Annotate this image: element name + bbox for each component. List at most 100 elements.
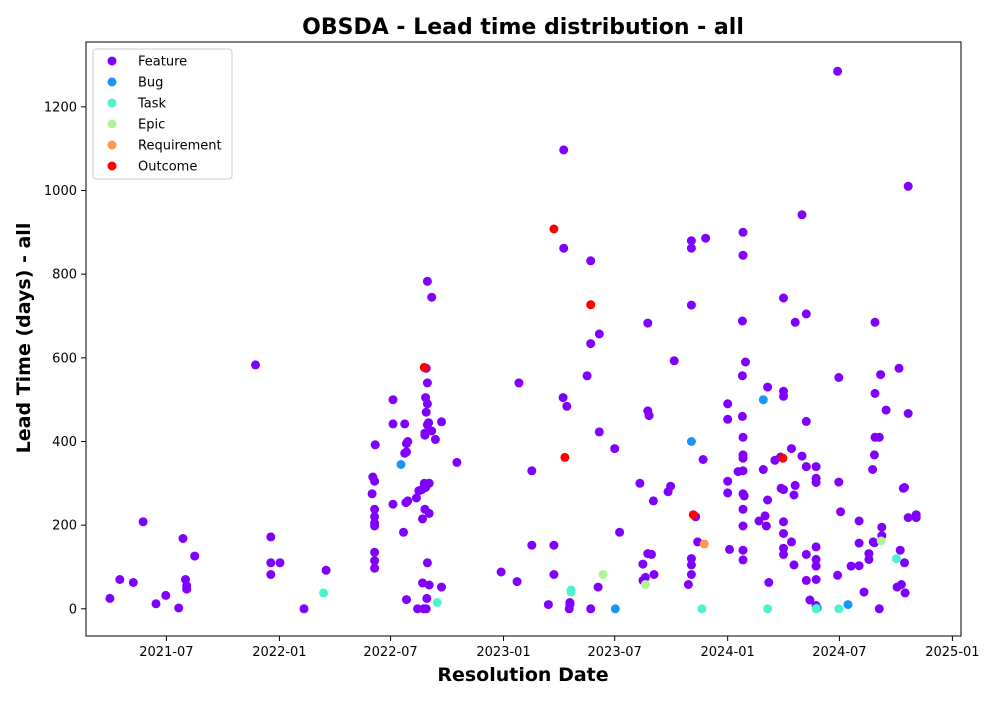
point-feature-122	[698, 455, 708, 464]
point-feature-188	[836, 507, 846, 517]
point-feature-67	[437, 582, 446, 592]
legend-label-task: Task	[137, 97, 167, 112]
point-bug-5	[843, 600, 853, 610]
x-axis: 2021-07 2022-01 2022-07 2023-01 2023-07 2024-…	[139, 636, 980, 660]
point-feature-147	[763, 382, 773, 392]
point-feature-11	[190, 551, 200, 561]
point-feature-190	[846, 561, 856, 571]
point-feature-16	[275, 558, 285, 568]
point-feature-143	[738, 545, 748, 555]
point-feature-10	[182, 584, 192, 594]
point-feature-151	[764, 578, 774, 587]
point-feature-218	[903, 181, 913, 191]
point-feature-37	[402, 447, 411, 457]
point-feature-144	[738, 555, 748, 565]
point-feature-171	[801, 309, 811, 319]
point-feature-112	[683, 580, 693, 589]
x-tick-label: 2023-01	[476, 645, 530, 660]
point-feature-123	[723, 399, 733, 409]
point-feature-192	[854, 538, 864, 548]
point-feature-110	[666, 481, 676, 491]
point-feature-75	[512, 577, 522, 587]
point-feature-134	[737, 411, 747, 421]
point-feature-12	[251, 360, 260, 370]
point-feature-168	[789, 560, 799, 570]
x-tick-label: 2021-07	[139, 645, 193, 660]
point-feature-181	[811, 554, 821, 564]
point-feature-179	[811, 478, 821, 487]
legend-marker-task	[107, 98, 117, 108]
legend-label-requirement: Requirement	[138, 139, 222, 154]
point-outcome-0	[419, 362, 429, 372]
point-feature-59	[420, 430, 430, 440]
point-feature-63	[430, 434, 440, 444]
point-feature-142	[738, 521, 748, 531]
point-feature-162	[779, 549, 788, 559]
y-tick-label: 200	[52, 519, 77, 534]
point-feature-115	[686, 300, 696, 310]
point-feature-32	[388, 499, 398, 509]
point-feature-84	[558, 393, 568, 403]
legend-label-feature: Feature	[138, 55, 187, 70]
point-feature-116	[686, 554, 696, 564]
point-feature-189	[833, 570, 843, 580]
plot-frame	[85, 41, 962, 637]
point-feature-47	[424, 478, 434, 488]
legend-marker-bug	[107, 77, 117, 87]
point-feature-29	[370, 563, 380, 573]
point-feature-52	[422, 378, 432, 388]
point-task-7	[834, 604, 844, 614]
point-feature-159	[779, 517, 788, 527]
point-outcome-3	[586, 300, 596, 310]
point-feature-81	[549, 570, 559, 579]
point-feature-163	[787, 444, 796, 454]
point-feature-89	[582, 371, 592, 381]
point-feature-66	[424, 580, 434, 590]
point-feature-54	[421, 407, 431, 417]
point-feature-132	[737, 371, 747, 381]
x-tick-label: 2022-01	[252, 645, 306, 660]
point-feature-106	[647, 549, 656, 559]
point-feature-48	[418, 514, 427, 524]
point-feature-129	[738, 227, 748, 237]
point-feature-98	[635, 478, 645, 488]
point-feature-133	[741, 357, 750, 367]
point-feature-161	[779, 543, 788, 553]
legend-label-outcome: Outcome	[138, 160, 197, 175]
point-feature-185	[833, 66, 843, 76]
point-feature-219	[903, 409, 913, 418]
point-feature-186	[834, 373, 844, 382]
point-feature-40	[399, 527, 408, 537]
point-feature-77	[527, 466, 537, 476]
point-feature-126	[723, 488, 733, 498]
x-tick-label: 2025-01	[925, 645, 979, 660]
point-feature-165	[790, 317, 800, 327]
point-feature-149	[760, 511, 770, 521]
point-feature-17	[299, 604, 309, 614]
point-feature-160	[779, 529, 788, 538]
point-feature-121	[701, 233, 711, 243]
point-outcome-4	[688, 510, 698, 520]
point-feature-166	[790, 480, 800, 490]
point-feature-72	[421, 604, 431, 614]
point-feature-3	[138, 517, 148, 527]
point-epic-2	[876, 536, 886, 546]
point-feature-57	[424, 418, 434, 428]
point-feature-22	[370, 440, 380, 450]
point-feature-2	[128, 578, 138, 587]
point-feature-145	[754, 516, 764, 526]
point-feature-211	[895, 545, 905, 555]
series-outcome	[419, 224, 788, 520]
point-feature-31	[388, 419, 398, 429]
point-feature-177	[811, 462, 821, 472]
point-feature-164	[787, 537, 796, 547]
point-bug-2	[686, 437, 696, 446]
point-feature-148	[763, 495, 773, 505]
y-tick-label: 1000	[44, 184, 77, 199]
point-feature-176	[805, 595, 815, 605]
point-bug-3	[758, 395, 768, 405]
point-feature-101	[640, 572, 650, 582]
point-feature-182	[811, 561, 821, 571]
point-feature-205	[876, 370, 886, 380]
